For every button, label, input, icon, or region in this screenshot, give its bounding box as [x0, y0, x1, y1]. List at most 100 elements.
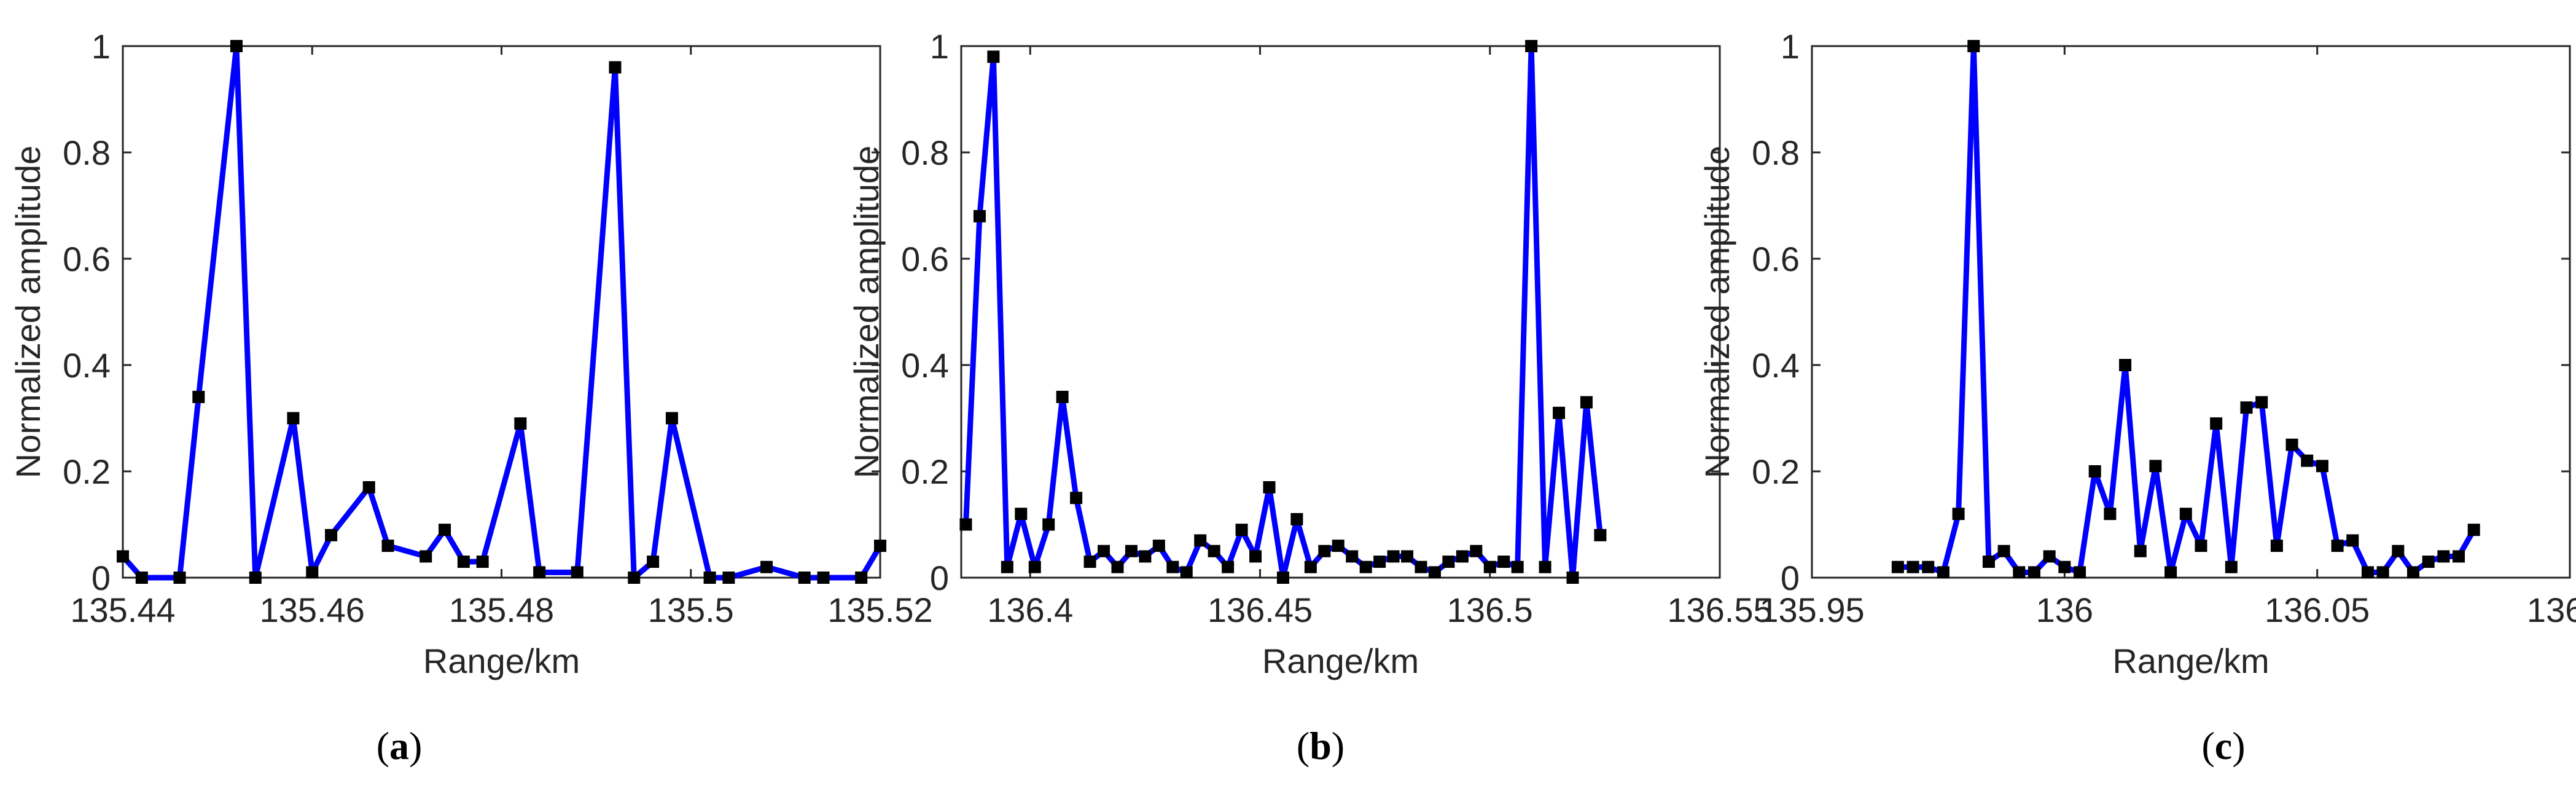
data-point	[533, 566, 546, 579]
data-point	[760, 560, 773, 573]
data-point	[2195, 540, 2207, 552]
data-point	[1222, 560, 1235, 573]
data-point	[987, 50, 1000, 63]
series-line	[963, 43, 1603, 581]
x-tick-label: 135.5	[648, 591, 734, 629]
data-point	[1428, 566, 1441, 579]
y-tick-label: 0.6	[63, 240, 111, 278]
data-point	[2376, 566, 2389, 579]
data-point	[722, 572, 735, 584]
data-point	[2392, 544, 2405, 557]
data-point	[1028, 560, 1041, 573]
x-tick-label: 135.52	[827, 591, 932, 629]
data-point	[1083, 556, 1096, 568]
data-point	[2028, 566, 2040, 579]
data-point	[2301, 454, 2314, 467]
data-point	[1001, 560, 1013, 573]
data-point	[1263, 481, 1276, 493]
y-axis-label: Normalized amplitude	[9, 146, 47, 479]
data-point	[665, 412, 678, 425]
data-point	[2406, 566, 2419, 579]
data-point	[2361, 566, 2374, 579]
data-point	[1580, 396, 1593, 409]
data-point	[420, 550, 432, 563]
data-point	[1401, 550, 1414, 563]
y-tick-label: 0.8	[1752, 133, 1800, 172]
data-point	[173, 572, 186, 584]
data-point	[1056, 390, 1069, 403]
x-axis-label: Range/km	[2112, 642, 2269, 680]
data-point	[2179, 508, 2192, 521]
panel-label: (c)	[2201, 724, 2245, 768]
data-point	[1359, 560, 1372, 573]
data-point	[2331, 540, 2344, 552]
data-point	[1539, 560, 1551, 573]
data-point	[1111, 560, 1124, 573]
data-point	[2043, 550, 2056, 563]
data-point	[817, 572, 830, 584]
y-tick-label: 0.4	[901, 346, 949, 385]
data-point	[381, 540, 394, 552]
data-point	[647, 556, 660, 568]
x-axis-label: Range/km	[423, 642, 580, 680]
data-point	[1042, 518, 1055, 531]
data-point	[1967, 40, 1980, 52]
data-point	[325, 529, 338, 541]
x-tick-label: 135.95	[1759, 591, 1864, 629]
data-point	[117, 550, 129, 563]
data-point	[514, 417, 527, 430]
panel-label: (a)	[377, 724, 423, 768]
data-point	[2149, 460, 2162, 473]
data-point	[135, 572, 148, 584]
data-point	[2134, 544, 2147, 557]
data-point	[1318, 544, 1331, 557]
data-point	[1373, 556, 1386, 568]
y-tick-label: 0.8	[901, 133, 949, 172]
data-point	[1997, 544, 2010, 557]
data-point	[703, 572, 716, 584]
data-point	[1194, 534, 1207, 547]
data-point	[1982, 556, 1995, 568]
data-point	[1415, 560, 1427, 573]
x-axis-label: Range/km	[1262, 642, 1419, 680]
data-point	[2346, 534, 2359, 547]
x-tick-label: 135.48	[449, 591, 554, 629]
y-tick-label: 0.6	[1752, 240, 1800, 278]
y-tick-label: 1	[930, 27, 949, 66]
data-point	[2225, 560, 2238, 573]
data-point	[798, 572, 811, 584]
data-point	[973, 210, 986, 222]
data-point	[2422, 556, 2435, 568]
data-point	[1483, 560, 1496, 573]
x-tick-label: 136.5	[1447, 591, 1533, 629]
data-point	[1098, 544, 1110, 557]
data-point	[1566, 572, 1579, 584]
y-tick-label: 0	[930, 559, 949, 597]
data-point	[1922, 560, 1935, 573]
data-point	[2058, 560, 2071, 573]
data-point	[571, 566, 584, 579]
x-tick-label: 136.1	[2527, 591, 2576, 629]
data-point	[249, 572, 262, 584]
y-axis-label: Normalized amplitude	[847, 146, 886, 479]
y-tick-label: 0	[92, 559, 111, 597]
data-point	[1891, 560, 1904, 573]
data-point	[609, 61, 622, 74]
y-tick-label: 0.2	[901, 452, 949, 491]
data-point	[1290, 513, 1303, 525]
x-tick-label: 135.44	[70, 591, 175, 629]
data-point	[2088, 465, 2101, 477]
panel-label: (b)	[1297, 724, 1345, 768]
x-tick-label: 136.05	[2265, 591, 2370, 629]
data-point	[439, 524, 451, 536]
data-point	[1553, 406, 1566, 419]
data-point	[362, 481, 375, 493]
data-point	[1511, 560, 1524, 573]
data-point	[1208, 544, 1220, 557]
data-point	[1015, 508, 1028, 521]
series-line	[1897, 43, 2476, 575]
y-tick-label: 0.4	[63, 346, 111, 385]
x-tick-label: 136.55	[1667, 591, 1772, 629]
data-point	[2210, 417, 2223, 430]
